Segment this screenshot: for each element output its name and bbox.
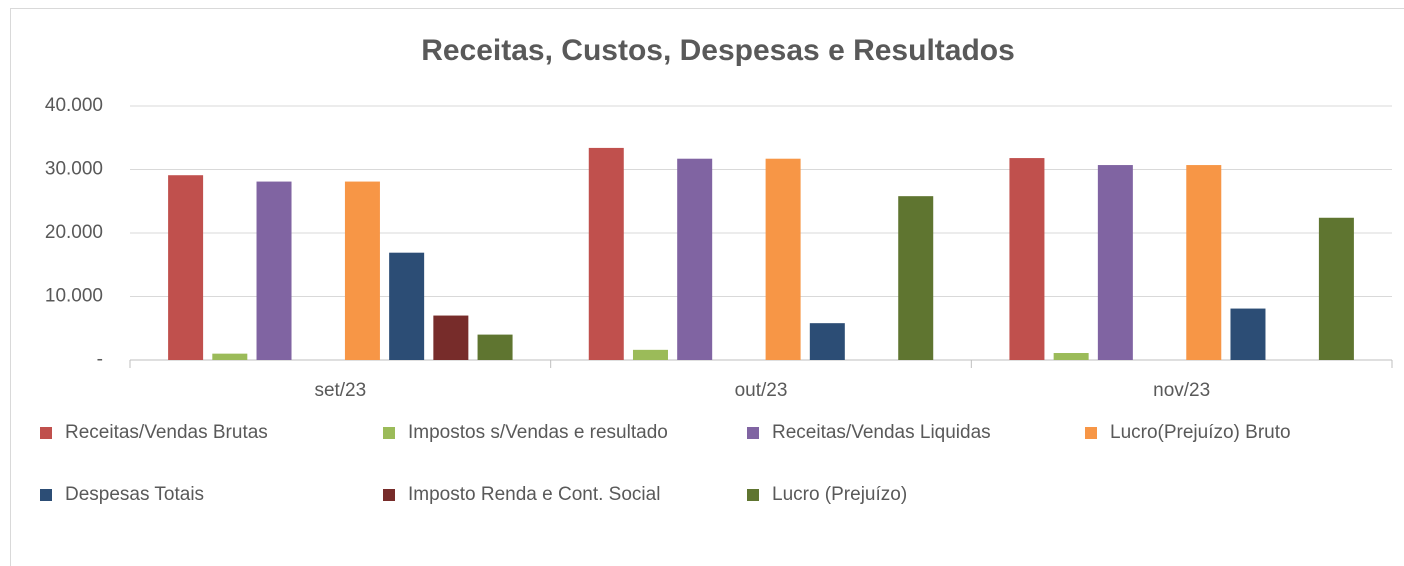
bar — [809, 323, 845, 360]
legend-label: Lucro (Prejuízo) — [772, 484, 907, 505]
legend-swatch — [383, 427, 395, 439]
bar — [632, 349, 668, 360]
y-tick-label: 30.000 — [45, 159, 103, 180]
bar — [677, 158, 713, 360]
bar — [212, 353, 248, 360]
y-tick-label: 10.000 — [45, 286, 103, 307]
bar — [1097, 165, 1133, 360]
x-tick-label: set/23 — [314, 380, 366, 401]
x-tick-label: nov/23 — [1153, 380, 1210, 401]
legend-swatch — [40, 427, 52, 439]
legend-label: Lucro(Prejuízo) Bruto — [1110, 422, 1291, 443]
bar — [389, 252, 425, 360]
legend-label: Imposto Renda e Cont. Social — [408, 484, 660, 505]
legend-swatch — [747, 489, 759, 501]
bar — [588, 147, 624, 360]
legend-label: Impostos s/Vendas e resultado — [408, 422, 668, 443]
bar — [898, 196, 934, 360]
chart-title: Receitas, Custos, Despesas e Resultados — [421, 34, 1015, 67]
bar — [256, 181, 292, 360]
legend-swatch — [383, 489, 395, 501]
y-tick-label: - — [97, 349, 103, 370]
bar — [1186, 165, 1222, 360]
bar — [765, 158, 801, 360]
bar — [1053, 353, 1089, 360]
bar — [1318, 217, 1354, 360]
y-tick-label: 40.000 — [45, 95, 103, 116]
bar — [344, 181, 380, 360]
bar — [477, 334, 513, 360]
x-tick-label: out/23 — [735, 380, 788, 401]
bar — [1230, 308, 1266, 360]
legend-label: Despesas Totais — [65, 484, 204, 505]
legend-swatch — [1085, 427, 1097, 439]
bar — [1009, 158, 1045, 360]
legend-label: Receitas/Vendas Brutas — [65, 422, 268, 443]
legend-swatch — [40, 489, 52, 501]
y-tick-label: 20.000 — [45, 222, 103, 243]
bar — [168, 175, 204, 360]
legend-swatch — [747, 427, 759, 439]
bar — [433, 315, 469, 360]
legend-label: Receitas/Vendas Liquidas — [772, 422, 991, 443]
